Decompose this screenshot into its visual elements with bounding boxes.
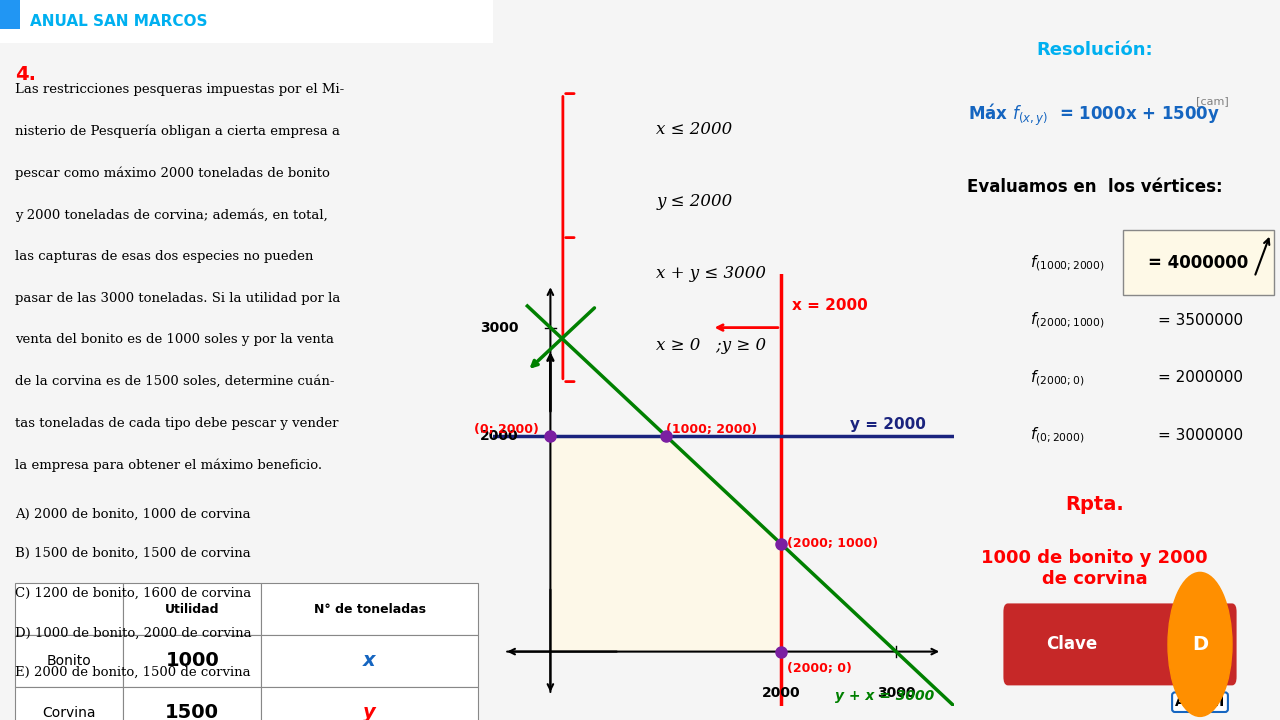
Text: las capturas de esas dos especies no pueden: las capturas de esas dos especies no pue… <box>15 250 314 263</box>
Text: y ≤ 2000: y ≤ 2000 <box>657 193 732 210</box>
Text: de la corvina es de 1500 soles, determine cuán-: de la corvina es de 1500 soles, determin… <box>15 375 334 388</box>
Text: C) 1200 de bonito, 1600 de corvina: C) 1200 de bonito, 1600 de corvina <box>15 587 251 600</box>
Text: 1500: 1500 <box>165 703 219 720</box>
Text: $\mathbf{M\acute{a}x}$ $f_{(x,y)}$  = 1000x + 1500y: $\mathbf{M\acute{a}x}$ $f_{(x,y)}$ = 100… <box>969 102 1220 128</box>
Text: x: x <box>364 652 376 670</box>
FancyBboxPatch shape <box>1005 605 1235 684</box>
Text: D) 1000 de bonito, 2000 de corvina: D) 1000 de bonito, 2000 de corvina <box>15 626 251 639</box>
Text: Las restricciones pesqueras impuestas por el Mi-: Las restricciones pesqueras impuestas po… <box>15 83 344 96</box>
Text: tas toneladas de cada tipo debe pescar y vender: tas toneladas de cada tipo debe pescar y… <box>15 417 338 430</box>
Text: $f_{(2000;0)}$: $f_{(2000;0)}$ <box>1030 368 1085 388</box>
Text: N° de toneladas: N° de toneladas <box>314 603 425 616</box>
FancyBboxPatch shape <box>1124 230 1274 295</box>
Text: 1000 de bonito y 2000
de corvina: 1000 de bonito y 2000 de corvina <box>980 549 1208 588</box>
Text: (2000; 1000): (2000; 1000) <box>786 537 878 550</box>
Text: = 2000000: = 2000000 <box>1158 371 1243 385</box>
Text: Bonito: Bonito <box>46 654 91 668</box>
Bar <box>261 687 477 720</box>
Circle shape <box>1169 572 1231 716</box>
Text: E) 2000 de bonito, 1500 de corvina: E) 2000 de bonito, 1500 de corvina <box>15 666 251 679</box>
Text: = 3000000: = 3000000 <box>1158 428 1244 443</box>
Text: = 4000000: = 4000000 <box>1148 254 1248 271</box>
Text: ANUAL SAN MARCOS: ANUAL SAN MARCOS <box>29 14 207 29</box>
Bar <box>15 635 123 687</box>
Bar <box>261 583 477 635</box>
Text: pescar como máximo 2000 toneladas de bonito: pescar como máximo 2000 toneladas de bon… <box>15 166 330 180</box>
Text: y + x = 3000: y + x = 3000 <box>835 690 934 703</box>
Bar <box>0 0 19 29</box>
Text: [cam]: [cam] <box>1197 96 1229 106</box>
Text: y: y <box>364 703 376 720</box>
Text: venta del bonito es de 1000 soles y por la venta: venta del bonito es de 1000 soles y por … <box>15 333 334 346</box>
FancyBboxPatch shape <box>0 0 493 43</box>
Text: $f_{(0;2000)}$: $f_{(0;2000)}$ <box>1030 426 1085 446</box>
Text: pasar de las 3000 toneladas. Si la utilidad por la: pasar de las 3000 toneladas. Si la utili… <box>15 292 340 305</box>
Text: la empresa para obtener el máximo beneficio.: la empresa para obtener el máximo benefi… <box>15 459 321 472</box>
Text: x = 2000: x = 2000 <box>792 299 868 313</box>
Text: y = 2000: y = 2000 <box>850 418 925 432</box>
Text: (0; 2000): (0; 2000) <box>474 423 539 436</box>
Bar <box>123 583 261 635</box>
Text: Resolución:: Resolución: <box>1036 41 1153 59</box>
Bar <box>123 635 261 687</box>
Bar <box>15 583 123 635</box>
Text: (2000; 0): (2000; 0) <box>786 662 851 675</box>
Text: 2000: 2000 <box>762 686 800 700</box>
Text: Utilidad: Utilidad <box>165 603 219 616</box>
Bar <box>261 635 477 687</box>
Text: 3000: 3000 <box>877 686 915 700</box>
Text: $f_{(2000;1000)}$: $f_{(2000;1000)}$ <box>1030 310 1105 330</box>
Text: = 3500000: = 3500000 <box>1158 313 1244 328</box>
Text: $f_{(1000;2000)}$: $f_{(1000;2000)}$ <box>1030 253 1105 273</box>
Text: (1000; 2000): (1000; 2000) <box>666 423 756 436</box>
Text: Corvina: Corvina <box>42 706 96 720</box>
Text: 4.: 4. <box>15 65 36 84</box>
Text: 2000: 2000 <box>480 428 518 443</box>
Bar <box>123 687 261 720</box>
Text: x ≤ 2000: x ≤ 2000 <box>657 121 732 138</box>
Text: ADUNI: ADUNI <box>1175 696 1225 709</box>
Text: y 2000 toneladas de corvina; además, en total,: y 2000 toneladas de corvina; además, en … <box>15 208 328 222</box>
Text: 3000: 3000 <box>480 320 518 335</box>
Bar <box>15 687 123 720</box>
Text: D: D <box>1192 635 1208 654</box>
Text: x + y ≤ 3000: x + y ≤ 3000 <box>657 265 767 282</box>
Text: A) 2000 de bonito, 1000 de corvina: A) 2000 de bonito, 1000 de corvina <box>15 508 251 521</box>
Polygon shape <box>550 436 781 652</box>
Text: Rpta.: Rpta. <box>1065 495 1124 513</box>
Text: Evaluamos en  los vértices:: Evaluamos en los vértices: <box>966 179 1222 197</box>
Text: Clave: Clave <box>1046 636 1098 654</box>
Text: 1000: 1000 <box>165 652 219 670</box>
Text: B) 1500 de bonito, 1500 de corvina: B) 1500 de bonito, 1500 de corvina <box>15 547 251 560</box>
Text: nisterio de Pesquería obligan a cierta empresa a: nisterio de Pesquería obligan a cierta e… <box>15 125 339 138</box>
Text: x ≥ 0   ;y ≥ 0: x ≥ 0 ;y ≥ 0 <box>657 337 767 354</box>
